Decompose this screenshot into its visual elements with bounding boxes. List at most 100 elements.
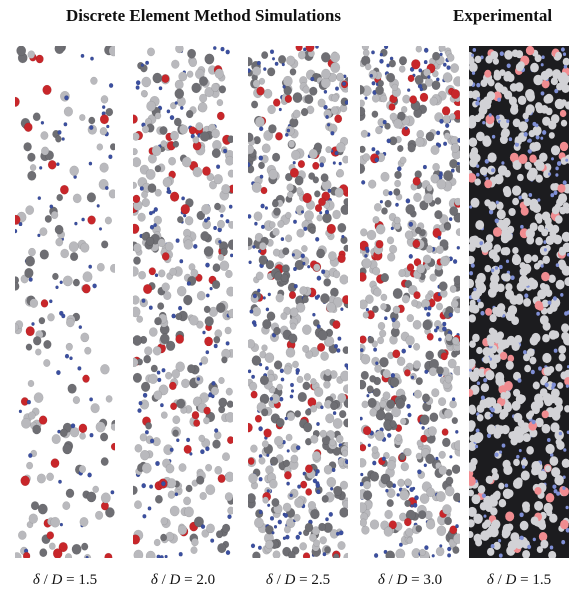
particle [477, 301, 484, 309]
particle [161, 252, 170, 261]
particle [68, 241, 79, 253]
particle [432, 51, 441, 61]
particle [171, 59, 180, 69]
particle-packing-render-4 [360, 46, 460, 558]
particle [248, 68, 251, 73]
particle [309, 86, 318, 96]
particle [371, 94, 380, 103]
particle [156, 370, 161, 375]
particle [326, 476, 337, 488]
particle [556, 491, 561, 496]
particle [248, 381, 258, 391]
particle [54, 224, 64, 235]
particle [81, 283, 91, 294]
particle [494, 174, 504, 185]
particle [299, 286, 308, 296]
particle [268, 124, 277, 134]
particle [541, 228, 549, 237]
particle [373, 203, 382, 212]
particle [476, 164, 480, 168]
particle [191, 82, 202, 94]
particle [476, 96, 481, 102]
particle [399, 156, 407, 165]
particle [297, 391, 307, 403]
particle [27, 379, 35, 388]
particle [367, 336, 375, 344]
particle [257, 288, 261, 293]
particle [204, 316, 214, 327]
particle [540, 539, 549, 549]
particle [200, 449, 205, 455]
particle [144, 346, 153, 356]
particle [437, 337, 442, 342]
particle [541, 375, 549, 383]
particle [320, 293, 330, 304]
particle [360, 106, 366, 116]
particle [65, 488, 75, 498]
particle [177, 216, 184, 224]
particle [263, 88, 273, 99]
particle [209, 180, 217, 190]
particle [368, 179, 377, 189]
particle [25, 343, 33, 351]
particle [528, 193, 533, 197]
particle [395, 548, 406, 558]
particle [213, 343, 218, 349]
particle [283, 525, 291, 534]
particle [141, 76, 152, 88]
particle [199, 93, 208, 103]
particle [389, 420, 397, 428]
particle [529, 154, 537, 163]
particle [248, 214, 252, 219]
particle [499, 450, 503, 454]
particle [145, 236, 155, 246]
particle [386, 480, 394, 489]
particle [457, 137, 460, 143]
particle [519, 535, 524, 541]
particle [39, 227, 48, 237]
particle [517, 95, 527, 106]
particle [175, 334, 185, 344]
particle [470, 197, 480, 208]
particle [308, 148, 319, 159]
particle [15, 228, 18, 234]
particle [105, 395, 113, 403]
particle [444, 123, 450, 129]
particle [55, 285, 59, 290]
particle [284, 471, 292, 480]
particle [221, 452, 231, 462]
particle [66, 317, 75, 328]
particle [261, 344, 268, 352]
particle [212, 439, 221, 449]
particle [48, 542, 56, 550]
particle [484, 199, 491, 207]
particle [275, 293, 284, 303]
particle [450, 168, 455, 173]
particle [505, 259, 510, 264]
particle [27, 152, 36, 162]
particle [438, 281, 448, 292]
particle [318, 197, 326, 207]
particle [550, 193, 555, 198]
particle [303, 226, 308, 232]
particle [227, 308, 233, 319]
particle [142, 514, 147, 519]
particle [265, 307, 270, 312]
particle [492, 57, 499, 65]
particle [276, 383, 283, 391]
particle [332, 209, 341, 220]
particle [498, 264, 503, 270]
particle [318, 522, 326, 532]
particle [296, 228, 305, 238]
particle [421, 425, 425, 430]
particle [482, 136, 492, 147]
particle [297, 50, 306, 60]
particle [69, 252, 79, 262]
particle [518, 195, 522, 200]
particle [337, 541, 346, 550]
particle [361, 525, 370, 535]
particle [502, 523, 512, 534]
particle [273, 326, 281, 336]
particle [413, 389, 422, 399]
particle [315, 469, 320, 474]
